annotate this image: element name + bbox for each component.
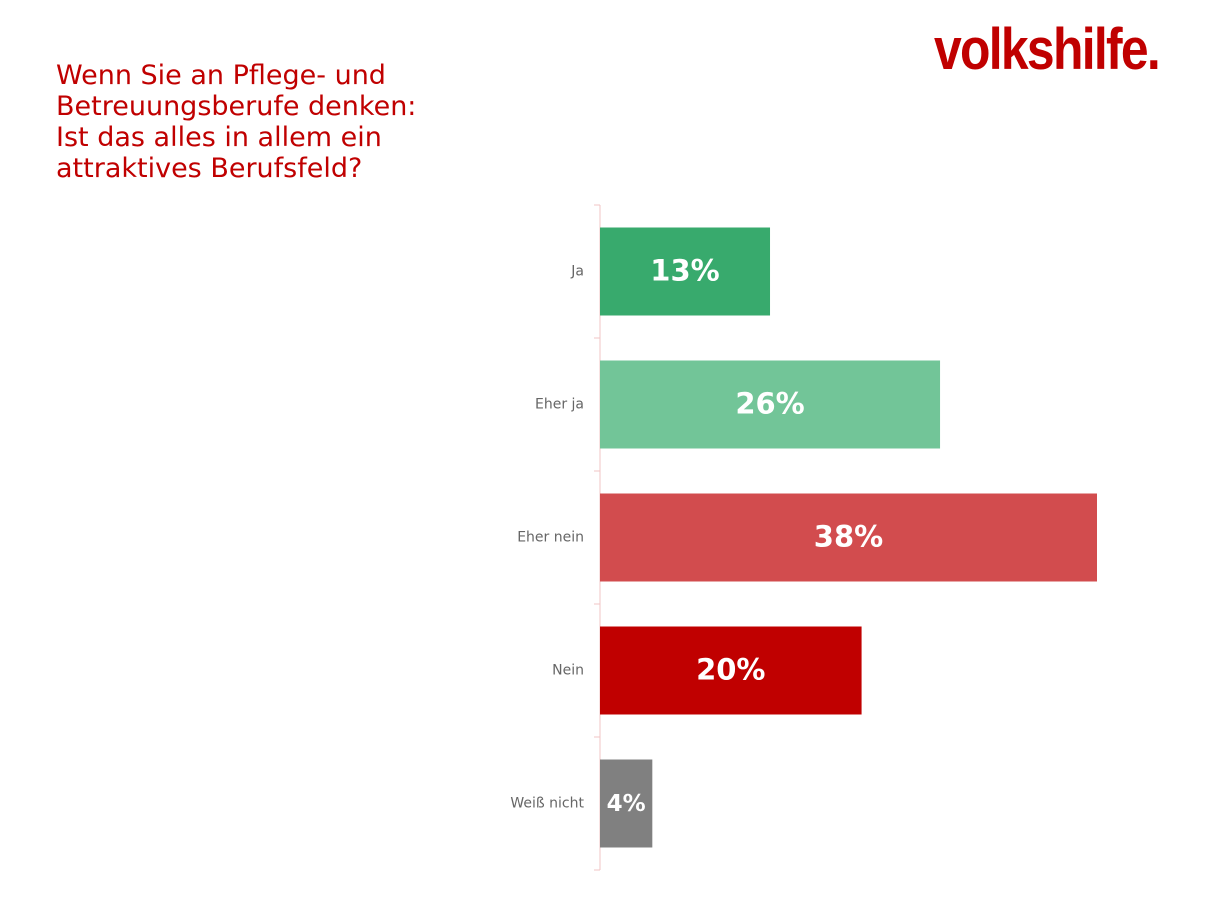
bar — [600, 626, 862, 715]
bar — [600, 759, 653, 848]
data-label: 4% — [607, 791, 646, 817]
question-line: Betreuungsberufe denken: — [56, 91, 417, 122]
data-label: 13% — [650, 254, 719, 288]
question-line: Ist das alles in allem ein — [56, 122, 382, 153]
data-label: 38% — [814, 520, 883, 554]
question-title: Wenn Sie an Pflege- und Betreuungsberufe… — [56, 60, 526, 184]
data-label: 20% — [696, 653, 765, 687]
category-label: Nein — [552, 663, 584, 679]
category-label: Eher nein — [517, 530, 584, 546]
data-label: 26% — [735, 387, 804, 421]
bar — [600, 360, 941, 449]
question-line: Wenn Sie an Pflege- und — [56, 60, 386, 91]
volkshilfe-logo: volkshilfe. — [934, 17, 1161, 82]
bar — [600, 493, 1097, 582]
category-label: Ja — [570, 264, 584, 280]
category-label: Eher ja — [535, 397, 584, 413]
question-line: attraktives Berufsfeld? — [56, 153, 363, 184]
category-label: Weiß nicht — [510, 796, 584, 812]
bar — [600, 227, 771, 316]
